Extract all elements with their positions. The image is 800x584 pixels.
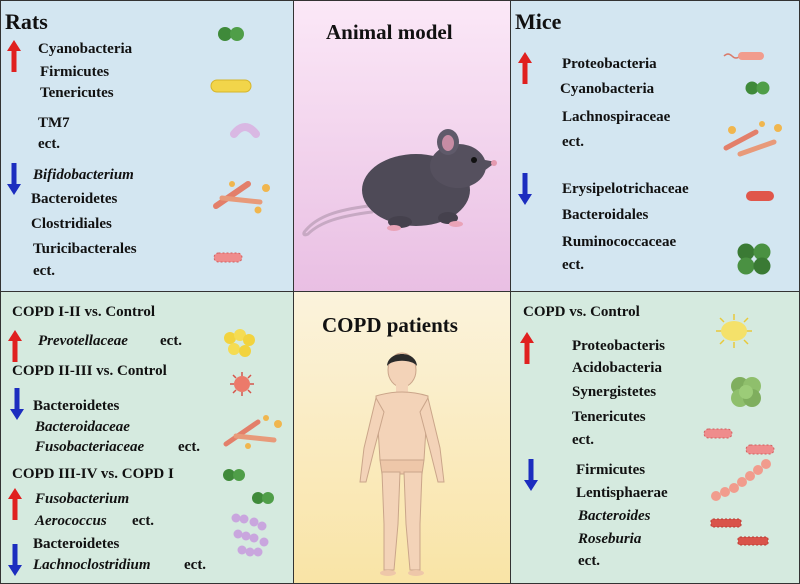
ciliated-bacterium-icon [703, 428, 733, 439]
yellow-coccus-cluster-icon [224, 329, 255, 357]
taxon-item: Acidobacteria [572, 360, 662, 376]
green-cluster-icon [731, 377, 761, 407]
taxon-item: Synergistetes [572, 384, 657, 400]
rats-down-item: Bifidobacterium [33, 167, 134, 183]
mice-up-item: Proteobacteria [562, 56, 657, 72]
taxon-item: ect. [572, 432, 595, 448]
taxon-item: Lentisphaerae [576, 485, 668, 501]
taxon-item: Bacteroidetes [33, 536, 120, 552]
mice-down-item: Ruminococcaceae [562, 234, 677, 250]
rats-down-item: Turicibacterales [33, 241, 137, 257]
mouse-illustration [302, 129, 497, 237]
down-arrow-icon [524, 459, 538, 491]
rats-title: Rats [5, 9, 48, 34]
mice-down-item: Erysipelotrichaceae [562, 181, 689, 197]
rats-up-item: Firmicutes [40, 64, 110, 80]
group-title: COPD vs. Control [523, 304, 640, 320]
taxon-item: Lachnoclostridium [33, 557, 151, 573]
rats-down-item: Bacteroidetes [31, 191, 118, 207]
coccus-pair-icon [223, 469, 245, 481]
flagellated-bacterium-icon [723, 52, 764, 60]
mice-down-item: Bacteroidales [562, 207, 649, 223]
yellow-bacillus-icon [210, 79, 252, 93]
rod-bacterium-icon [746, 191, 774, 201]
up-arrow-icon [8, 330, 22, 362]
curved-bacterium-icon [230, 123, 260, 138]
taxon-item: Bacteroides [578, 508, 651, 524]
ect-label: ect. [578, 553, 601, 569]
rats-up-item: Tenericutes [40, 85, 114, 101]
taxon-item: Aerococcus [35, 513, 107, 529]
animal-model-title: Animal model [326, 20, 453, 44]
ect-label: ect. [178, 439, 201, 455]
down-arrow-icon [7, 163, 21, 195]
rats-up-item: TM7 [38, 115, 70, 131]
down-arrow-icon [8, 544, 22, 576]
taxon-item: Bacteroidaceae [35, 419, 130, 435]
coccus-pair-icon [745, 81, 770, 95]
up-arrow-icon [7, 40, 21, 72]
rats-down-item: ect. [33, 263, 56, 279]
coccus-pair-icon [252, 492, 274, 504]
group-title: COPD III-IV vs. COPD I [12, 466, 174, 482]
taxon-item: Firmicutes [576, 462, 646, 478]
red-rod-bacterium-icon [710, 518, 742, 528]
ciliated-bacterium-icon [213, 252, 243, 263]
down-arrow-icon [518, 173, 532, 205]
spiky-yellow-bacterium-icon [716, 314, 752, 348]
rats-down-item: Clostridiales [31, 216, 112, 232]
rats-panel [0, 0, 294, 292]
tetrad-coccus-icon [737, 243, 771, 275]
ciliated-bacterium-icon [745, 444, 775, 455]
bacteria-cluster-icon [213, 181, 270, 214]
taxon-item: Tenericutes [572, 409, 646, 425]
group-title: COPD II-III vs. Control [12, 363, 167, 379]
up-arrow-icon [520, 332, 534, 364]
streptococcus-chain-icon [711, 459, 771, 501]
mice-down-item: ect. [562, 257, 585, 273]
human-illustration [359, 352, 445, 576]
up-arrow-icon [518, 52, 532, 84]
up-arrow-icon [8, 488, 22, 520]
group-title: COPD I-II vs. Control [12, 304, 156, 320]
patients-right-panel [510, 291, 800, 584]
taxon-item: Prevotellaceae [38, 333, 128, 349]
animal-model-center-panel [293, 0, 511, 292]
mice-up-item: Cyanobacteria [560, 81, 655, 97]
bacteria-cluster-icon [223, 415, 282, 449]
taxon-item: Fusobacteriaceae [35, 439, 145, 455]
mice-up-item: ect. [562, 134, 585, 150]
taxon-item: Bacteroidetes [33, 398, 120, 414]
copd-patients-title: COPD patients [322, 313, 458, 337]
red-rod-bacterium-icon [737, 536, 769, 546]
spiky-coccus-icon [230, 372, 254, 396]
rats-up-item: Cyanobacteria [38, 41, 133, 57]
down-arrow-icon [10, 388, 24, 420]
bacteria-cluster-icon [723, 121, 782, 157]
taxon-item: Fusobacterium [35, 491, 130, 507]
taxon-item: Proteobacteris [572, 338, 666, 354]
purple-coccus-chains-icon [231, 513, 269, 557]
ect-label: ect. [132, 513, 155, 529]
coccus-pair-icon [218, 27, 244, 41]
ect-label: ect. [184, 557, 207, 573]
mice-title: Mice [515, 9, 562, 34]
ect-label: ect. [160, 333, 183, 349]
mice-up-item: Lachnospiraceae [562, 109, 671, 125]
rats-up-item: ect. [38, 136, 61, 152]
taxon-item: Roseburia [578, 531, 642, 547]
